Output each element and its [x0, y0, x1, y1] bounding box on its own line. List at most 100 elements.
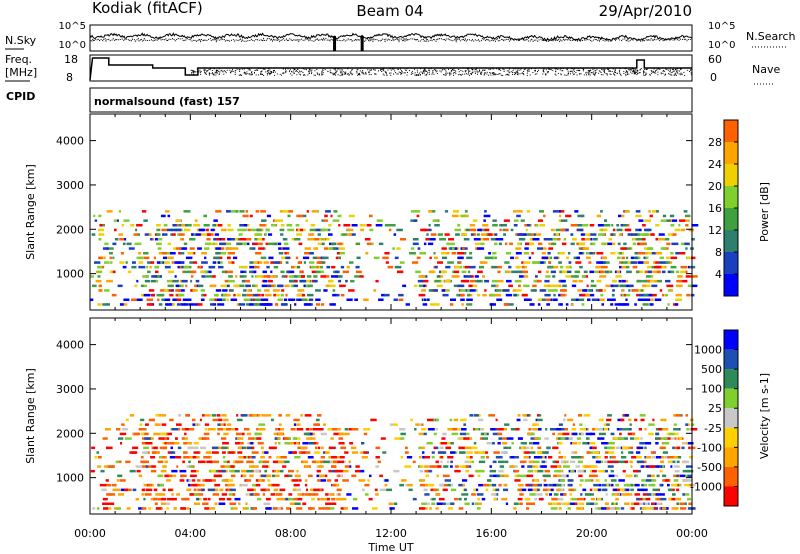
nave-point — [500, 69, 502, 71]
range-cell — [655, 238, 659, 241]
range-cell — [511, 270, 518, 274]
nave-point — [471, 68, 473, 70]
range-cell — [175, 224, 178, 227]
range-cell — [264, 460, 270, 464]
range-cell — [567, 270, 572, 274]
nave-point — [491, 72, 493, 74]
range-cell — [101, 488, 107, 492]
range-cell — [477, 247, 485, 250]
range-cell — [132, 261, 136, 264]
nave-point — [368, 73, 370, 75]
nave-point — [289, 70, 290, 72]
nave-point — [191, 72, 193, 74]
nave-point — [529, 74, 531, 76]
range-cell — [532, 238, 540, 241]
range-cell — [503, 451, 509, 454]
range-cell — [537, 279, 542, 283]
range-cell — [450, 451, 456, 454]
range-cell — [370, 418, 377, 422]
nave-point — [645, 73, 647, 75]
range-cell — [567, 418, 574, 422]
range-cell — [183, 242, 188, 246]
range-cell — [581, 275, 586, 278]
range-cell — [635, 210, 641, 213]
range-cell — [469, 414, 474, 417]
range-cell — [474, 414, 479, 417]
range-cell — [582, 488, 587, 492]
range-cell — [164, 261, 170, 264]
range-cell — [185, 284, 188, 288]
x-tick-label: 16:00 — [475, 527, 507, 540]
nave-point — [467, 68, 468, 70]
nave-point — [316, 72, 318, 74]
nave-point — [193, 72, 195, 74]
range-cell — [661, 437, 668, 440]
range-cell — [446, 242, 452, 246]
range-cell — [262, 247, 266, 250]
range-cell — [591, 469, 597, 473]
range-cell — [427, 428, 435, 431]
range-cell — [264, 451, 268, 454]
nave-point — [424, 70, 426, 72]
nave-point — [625, 74, 627, 76]
range-cell — [284, 474, 289, 478]
range-cell — [169, 252, 176, 255]
range-cell — [339, 247, 345, 250]
range-cell — [144, 437, 149, 440]
range-cell — [230, 210, 237, 213]
range-cell — [118, 233, 124, 236]
range-cell — [634, 493, 641, 496]
range-cell — [235, 210, 239, 213]
range-cell — [190, 279, 193, 283]
range-cell — [289, 279, 297, 283]
range-cell — [108, 502, 115, 505]
range-cell — [435, 507, 439, 510]
nave-point — [294, 69, 296, 70]
range-cell — [515, 247, 522, 250]
range-cell — [236, 432, 242, 436]
range-cell — [98, 284, 102, 288]
nave-point — [207, 70, 209, 71]
range-cell — [331, 465, 337, 468]
range-cell — [578, 442, 581, 445]
range-cell — [211, 414, 217, 417]
range-cell — [560, 437, 566, 440]
range-cell — [685, 465, 693, 468]
range-cell — [631, 432, 636, 436]
range-cell — [98, 233, 105, 236]
range-cell — [494, 233, 498, 236]
range-cell — [534, 469, 539, 473]
range-cell — [315, 289, 321, 292]
nave-point — [545, 73, 547, 75]
range-cell — [294, 238, 299, 241]
range-cell — [164, 460, 168, 464]
range-cell — [340, 507, 347, 510]
range-cell — [427, 502, 430, 505]
range-cell — [617, 242, 621, 246]
nave-point — [393, 73, 394, 75]
range-cell — [545, 298, 551, 301]
nave-point — [422, 71, 424, 72]
range-cell — [344, 428, 348, 431]
range-cell — [194, 442, 199, 445]
range-cell — [168, 270, 175, 274]
nave-point — [498, 73, 500, 75]
nave-point — [562, 68, 564, 69]
range-cell — [293, 418, 300, 422]
range-cell — [423, 488, 428, 492]
range-cell — [656, 497, 663, 501]
range-cell — [94, 456, 98, 459]
range-cell — [613, 233, 616, 236]
range-cell — [657, 279, 662, 283]
nave-point — [268, 68, 270, 70]
range-cell — [618, 233, 623, 236]
nave-point — [274, 74, 276, 76]
range-cell — [512, 289, 517, 292]
range-cell — [640, 437, 643, 440]
range-cell — [488, 233, 493, 236]
range-cell — [171, 289, 174, 292]
range-cell — [673, 479, 679, 482]
range-cell — [96, 451, 99, 454]
range-cell — [236, 418, 243, 422]
range-cell — [207, 488, 215, 492]
